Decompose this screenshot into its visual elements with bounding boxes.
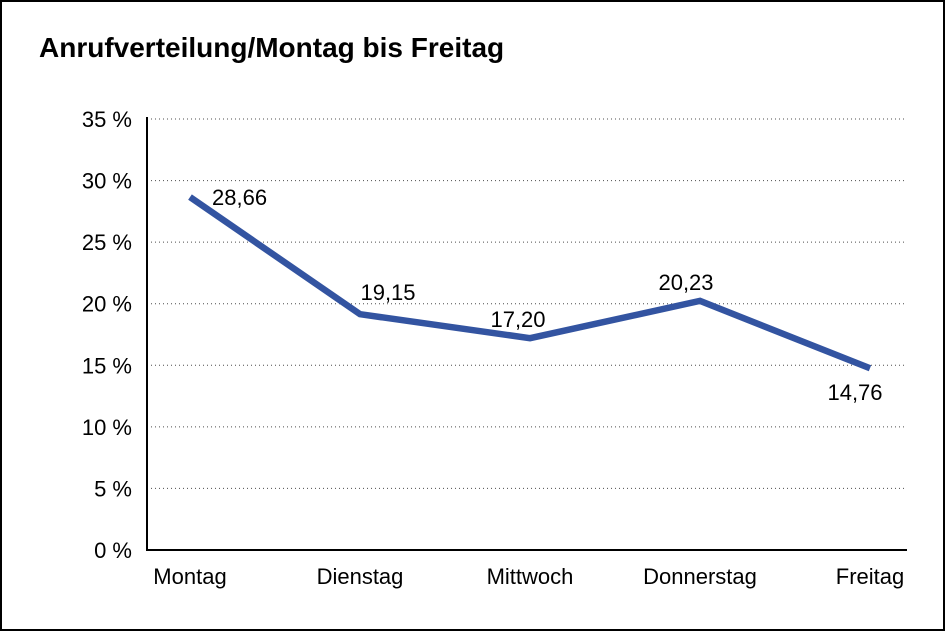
x-category-label: Donnerstag <box>643 564 757 589</box>
y-tick-label: 30 % <box>82 169 132 194</box>
data-value-label: 14,76 <box>827 380 882 405</box>
x-category-label: Freitag <box>836 564 904 589</box>
x-category-label: Dienstag <box>317 564 404 589</box>
data-value-label: 20,23 <box>658 270 713 295</box>
y-tick-label: 35 % <box>82 107 132 132</box>
x-category-label: Mittwoch <box>487 564 574 589</box>
data-value-label: 28,66 <box>212 185 267 210</box>
y-tick-label: 5 % <box>94 476 132 501</box>
y-tick-label: 0 % <box>94 538 132 563</box>
chart-title: Anrufverteilung/Montag bis Freitag <box>39 32 505 63</box>
data-series-line <box>188 194 872 372</box>
data-value-label: 17,20 <box>490 307 545 332</box>
x-category-label: Montag <box>153 564 226 589</box>
y-tick-label: 10 % <box>82 415 132 440</box>
y-tick-label: 25 % <box>82 230 132 255</box>
y-tick-label: 20 % <box>82 292 132 317</box>
data-value-label: 19,15 <box>360 280 415 305</box>
y-tick-label: 15 % <box>82 353 132 378</box>
